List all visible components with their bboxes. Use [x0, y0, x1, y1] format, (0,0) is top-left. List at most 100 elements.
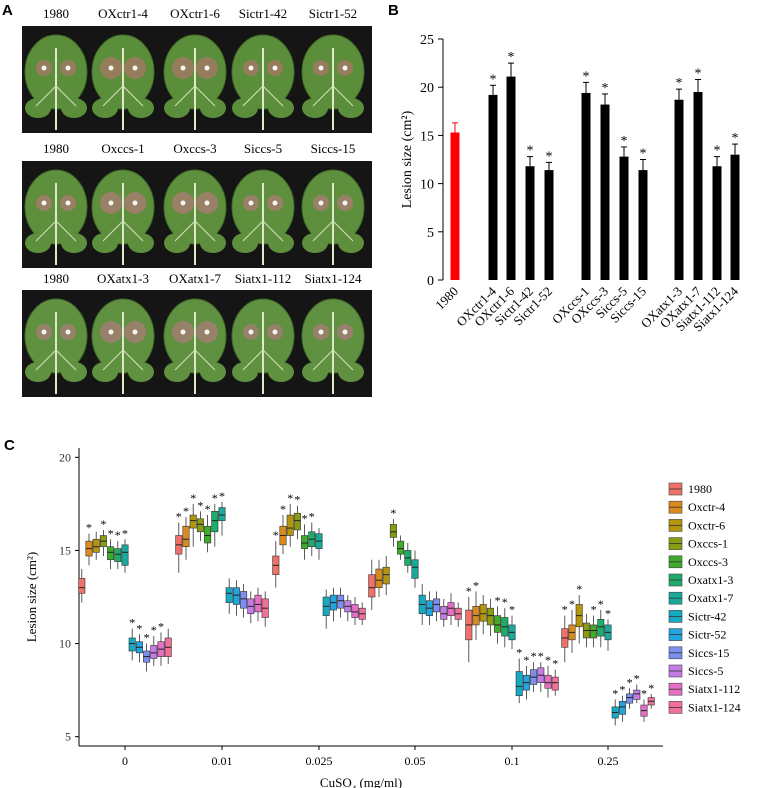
- significance-star: *: [714, 144, 721, 159]
- leaf-vein: [35, 85, 57, 107]
- x-tick-label: 0.01: [212, 754, 233, 768]
- leaf-lobe: [164, 98, 190, 118]
- significance-star: *: [598, 597, 604, 611]
- leaf-vein: [312, 220, 334, 242]
- box-Oxccs-3: [397, 535, 405, 560]
- panel-a-label: Siccs-15: [310, 141, 356, 156]
- leaf-lobe: [302, 362, 328, 382]
- box-Oxctr-6: *: [575, 582, 583, 644]
- leaf-vein: [262, 349, 284, 371]
- leaf-vein: [242, 220, 264, 242]
- box-Oxatx1-3: *: [308, 510, 316, 557]
- box: [114, 548, 122, 562]
- leaf-lobe: [61, 98, 87, 118]
- leaf-photo-row: [22, 161, 372, 268]
- box-Sictr-42: [322, 589, 330, 629]
- box-Sictr-52: *: [618, 683, 626, 722]
- inoculation-site: [248, 200, 254, 206]
- leaf-vein: [174, 85, 196, 107]
- bar-OXccs-3: [600, 104, 610, 280]
- legend-item: Oxatx1-3: [668, 573, 733, 587]
- box-1980: *: [175, 510, 183, 573]
- box-Oxctr-6: [92, 531, 100, 560]
- leaf: [163, 298, 227, 394]
- significance-star: *: [287, 491, 293, 505]
- legend-label: 1980: [688, 482, 712, 496]
- leaf: [91, 34, 155, 130]
- bar-1980: [450, 132, 460, 280]
- box: [626, 693, 634, 704]
- box-Siatx1-112: [351, 597, 359, 625]
- legend-item: Siccs-15: [668, 646, 729, 660]
- box-Oxatx1-7: [315, 528, 323, 560]
- leaf-vein: [312, 85, 334, 107]
- significance-star: *: [627, 675, 633, 689]
- box-Oxatx1-3: *: [597, 597, 605, 648]
- box-Siatx1-112: [447, 593, 455, 625]
- y-tick-label: 10: [420, 178, 434, 193]
- legend-item: Siatx1-112: [668, 682, 740, 696]
- leaf: [301, 298, 365, 394]
- box-Sictr-42: *: [611, 686, 619, 726]
- significance-star: *: [538, 649, 544, 663]
- box-Oxccs-1: [582, 613, 590, 648]
- bar-Siccs-15: [638, 170, 648, 280]
- legend-item: Oxccs-1: [668, 537, 728, 551]
- significance-star: *: [612, 686, 618, 700]
- inoculation-site: [204, 200, 210, 206]
- leaf-vein: [242, 85, 264, 107]
- box: [375, 568, 383, 588]
- box: [121, 544, 129, 566]
- leaf-lobe: [25, 233, 51, 253]
- leaf-lobe: [232, 98, 258, 118]
- inoculation-site: [180, 329, 186, 335]
- significance-star: *: [302, 511, 308, 525]
- box: [590, 624, 598, 639]
- panel-a-label: OXctr1-6: [170, 6, 220, 21]
- inoculation-site: [132, 329, 138, 335]
- box: [92, 538, 100, 553]
- box-Oxccs-1: [486, 598, 494, 637]
- leaf-lobe: [25, 98, 51, 118]
- box-Oxctr-4: [375, 559, 383, 597]
- significance-star: *: [552, 657, 558, 671]
- significance-star: *: [176, 510, 182, 524]
- leaf-vein: [122, 349, 144, 371]
- x-tick-label: 0.025: [306, 754, 333, 768]
- box-Oxccs-3: *: [494, 593, 502, 644]
- box-1980: *: [561, 603, 569, 663]
- box: [204, 525, 212, 544]
- panel-label-a: A: [2, 2, 13, 19]
- panel-a-label: OXatx1-3: [97, 271, 149, 286]
- box-Siccs-5: [247, 591, 255, 624]
- leaf-lobe: [268, 362, 294, 382]
- box-Oxctr-6: *: [189, 491, 197, 547]
- box: [397, 540, 405, 555]
- leaf-lobe: [232, 362, 258, 382]
- significance-star: *: [583, 69, 590, 84]
- significance-star: *: [591, 603, 597, 617]
- box-Siccs-15: [337, 587, 345, 618]
- leaf: [301, 34, 365, 130]
- legend-label: Oxatx1-3: [688, 573, 733, 587]
- box-Sictr-52: *: [135, 621, 143, 663]
- box-Sictr-42: *: [515, 645, 523, 704]
- leaf-vein: [332, 349, 354, 371]
- legend-item: Oxctr-6: [668, 518, 725, 532]
- y-tick-label: 5: [427, 226, 434, 241]
- inoculation-site: [108, 200, 114, 206]
- box-Oxatx1-7: *: [604, 606, 612, 652]
- bar-Siatx1-112: [712, 166, 722, 280]
- significance-star: *: [531, 649, 537, 663]
- leaf: [24, 169, 88, 265]
- box: [440, 606, 448, 620]
- y-tick-label: 15: [59, 543, 71, 557]
- leaf: [91, 169, 155, 265]
- box-Oxccs-1: *: [99, 517, 107, 557]
- legend-label: Sictr-52: [688, 628, 726, 642]
- leaf-vein: [332, 220, 354, 242]
- x-tick-label: 0.05: [405, 754, 426, 768]
- box-Siccs-5: *: [150, 623, 158, 666]
